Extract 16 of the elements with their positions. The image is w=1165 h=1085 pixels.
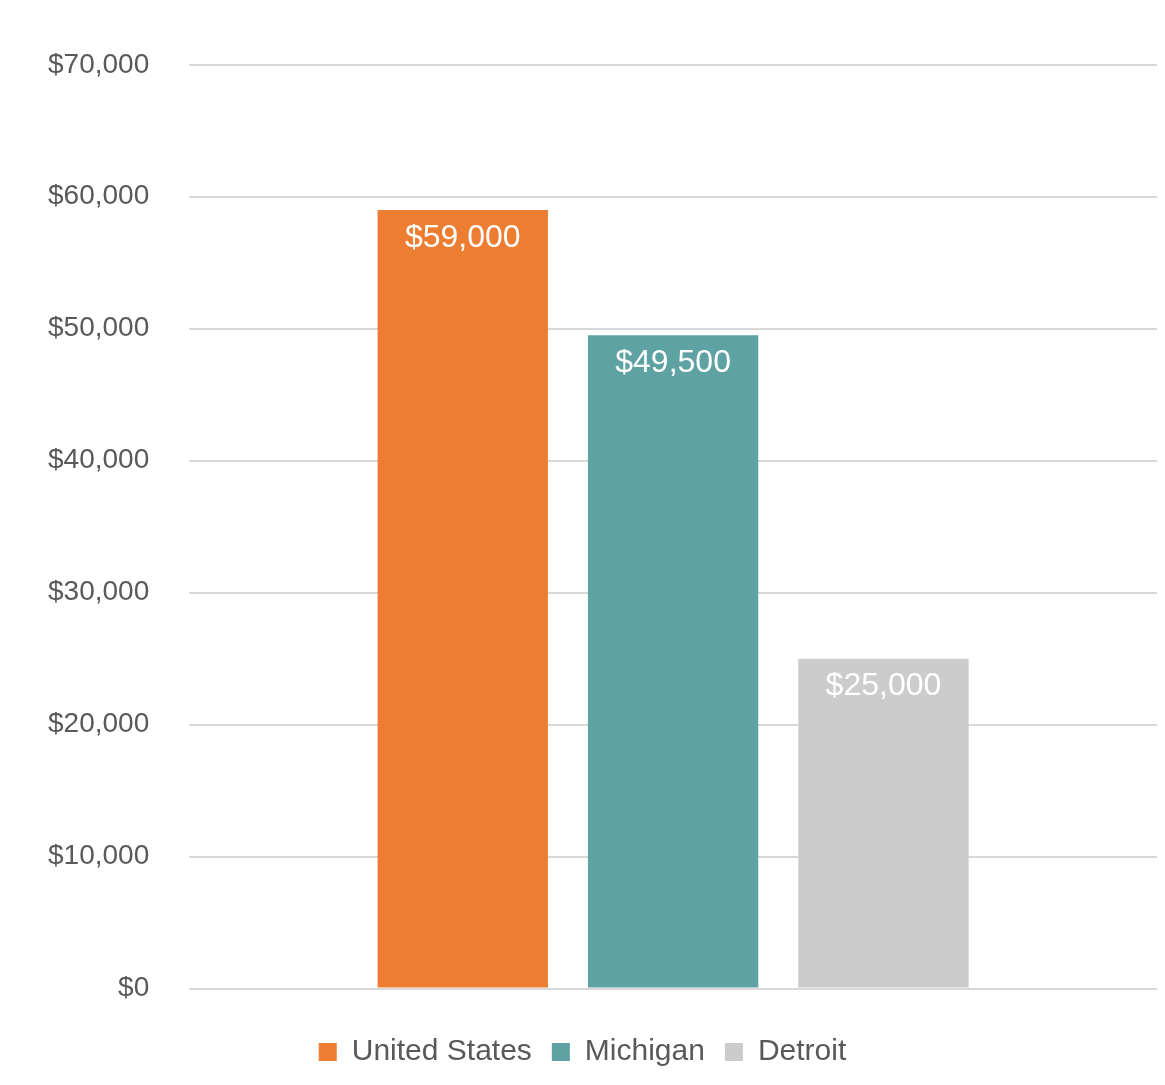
y-tick-label: $0 xyxy=(118,971,150,1003)
y-tick-label: $40,000 xyxy=(47,443,150,475)
y-tick-label: $50,000 xyxy=(47,311,150,343)
bar xyxy=(587,335,759,988)
y-tick-label: $30,000 xyxy=(47,575,150,607)
y-tick-label: $20,000 xyxy=(47,707,150,739)
legend-label: United States xyxy=(351,1033,532,1067)
legend-label: Michigan xyxy=(584,1033,705,1067)
y-tick-label: $60,000 xyxy=(47,179,150,211)
bar xyxy=(377,209,548,988)
data-label: $59,000 xyxy=(404,217,521,254)
y-tick-label: $70,000 xyxy=(47,47,150,79)
y-tick-label: $10,000 xyxy=(47,839,150,871)
data-label: $49,500 xyxy=(615,343,731,380)
legend-label: Detroit xyxy=(757,1033,847,1067)
bar xyxy=(798,658,969,988)
